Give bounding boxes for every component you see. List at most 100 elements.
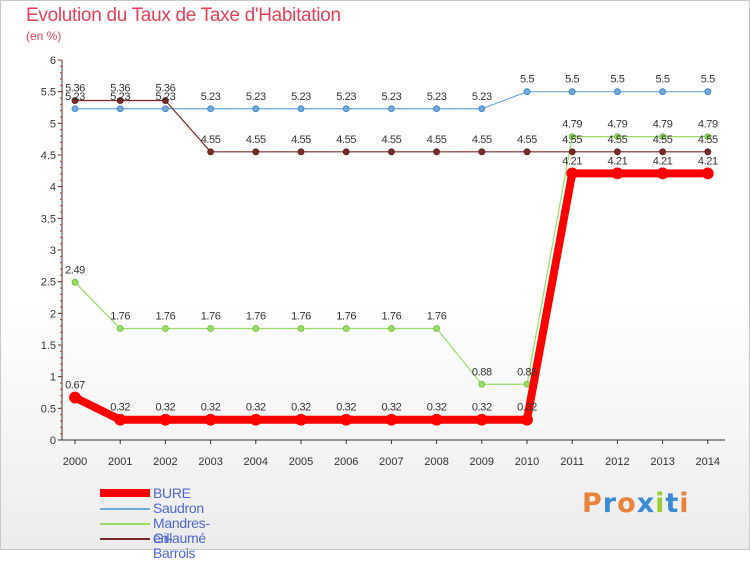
data-label: 4.79 bbox=[607, 119, 627, 131]
data-point bbox=[704, 148, 712, 156]
x-tick-label: 2010 bbox=[515, 456, 539, 468]
x-tick-label: 2009 bbox=[470, 456, 494, 468]
data-label: 4.55 bbox=[336, 134, 356, 146]
data-label: 1.76 bbox=[427, 311, 447, 323]
data-label: 4.55 bbox=[291, 134, 311, 146]
data-label: 1.76 bbox=[110, 311, 130, 323]
data-point bbox=[478, 148, 486, 156]
data-label: 4.55 bbox=[698, 134, 718, 146]
data-point bbox=[568, 148, 576, 156]
data-label: 4.55 bbox=[201, 134, 221, 146]
chart-title: Evolution du Taux de Taxe d'Habitation bbox=[26, 5, 341, 26]
x-tick-label: 2008 bbox=[424, 456, 448, 468]
y-tick-label: 4.5 bbox=[41, 150, 56, 162]
data-point bbox=[207, 105, 215, 113]
data-label: 4.55 bbox=[472, 134, 492, 146]
data-point bbox=[566, 167, 579, 180]
data-point bbox=[116, 325, 124, 332]
data-label: 5.23 bbox=[65, 91, 85, 103]
data-point bbox=[614, 148, 621, 156]
data-label: 2.49 bbox=[65, 264, 85, 276]
y-tick-label: 3.5 bbox=[41, 213, 56, 225]
chart-unit-label: (en %) bbox=[26, 29, 62, 43]
data-point bbox=[207, 325, 215, 332]
data-label: 4.55 bbox=[653, 134, 673, 146]
data-label: 0.88 bbox=[472, 366, 492, 378]
data-point bbox=[387, 325, 395, 332]
legend-label: Gillaumé bbox=[153, 530, 206, 546]
data-point bbox=[568, 88, 576, 96]
data-point bbox=[701, 167, 714, 180]
data-label: 1.76 bbox=[291, 311, 311, 323]
data-label: 0.32 bbox=[291, 402, 311, 414]
y-tick-label: 4 bbox=[50, 182, 56, 194]
data-label: 1.76 bbox=[381, 311, 401, 323]
data-point bbox=[71, 278, 79, 286]
y-tick-label: 5.5 bbox=[41, 87, 56, 99]
data-point bbox=[478, 105, 486, 113]
data-point bbox=[704, 133, 712, 141]
x-tick-label: 2005 bbox=[289, 456, 313, 468]
data-label: 1.76 bbox=[246, 311, 266, 323]
data-point bbox=[297, 148, 305, 156]
y-tick-label: 2.5 bbox=[41, 277, 56, 289]
x-tick-label: 2001 bbox=[108, 456, 132, 468]
data-point bbox=[387, 105, 395, 113]
legend-label: BURE bbox=[153, 485, 191, 501]
data-point bbox=[159, 413, 172, 426]
data-label: 1.76 bbox=[201, 311, 221, 323]
data-label: 5.36 bbox=[110, 83, 130, 95]
data-label: 1.76 bbox=[155, 311, 175, 323]
data-point bbox=[295, 413, 307, 426]
data-point bbox=[340, 413, 353, 426]
data-point bbox=[252, 105, 260, 113]
data-label: 4.55 bbox=[381, 134, 401, 146]
x-tick-label: 2011 bbox=[560, 456, 584, 468]
data-label: 5.23 bbox=[291, 91, 311, 103]
data-point bbox=[342, 105, 350, 113]
x-tick-label: 2002 bbox=[153, 456, 177, 468]
y-tick-label: 0 bbox=[50, 435, 56, 447]
y-tick-label: 2 bbox=[50, 308, 56, 320]
data-label: 5.5 bbox=[565, 74, 579, 86]
data-label: 5.23 bbox=[110, 91, 130, 103]
data-label: 0.32 bbox=[472, 402, 492, 414]
data-label: 5.23 bbox=[427, 91, 447, 103]
data-label: 4.55 bbox=[427, 134, 447, 146]
y-tick-label: 1 bbox=[50, 372, 56, 384]
data-point bbox=[433, 105, 441, 113]
data-label: 5.5 bbox=[520, 74, 534, 86]
data-label: 4.21 bbox=[698, 155, 718, 167]
data-label: 5.36 bbox=[65, 83, 85, 95]
legend-swatch bbox=[100, 508, 150, 510]
y-tick-label: 6 bbox=[50, 55, 56, 67]
data-point bbox=[161, 105, 169, 113]
data-label: 5.5 bbox=[656, 74, 670, 86]
x-tick-label: 2013 bbox=[650, 456, 674, 468]
data-label: 0.67 bbox=[65, 380, 85, 392]
legend-swatch bbox=[100, 523, 150, 525]
data-label: 0.32 bbox=[201, 402, 221, 414]
data-label: 4.21 bbox=[607, 155, 627, 167]
data-label: 4.79 bbox=[698, 119, 718, 131]
data-point bbox=[161, 97, 169, 104]
data-point bbox=[430, 413, 443, 426]
data-point bbox=[252, 325, 260, 332]
data-point bbox=[659, 148, 666, 156]
data-point bbox=[478, 380, 486, 388]
data-point bbox=[71, 105, 79, 113]
data-point bbox=[249, 413, 262, 426]
series-line bbox=[71, 169, 712, 424]
x-tick-label: 2014 bbox=[696, 456, 720, 468]
data-label: 0.32 bbox=[336, 402, 356, 414]
data-label: 5.36 bbox=[155, 83, 175, 95]
data-label: 1.76 bbox=[336, 311, 356, 323]
data-label: 4.79 bbox=[562, 119, 582, 131]
data-point bbox=[433, 325, 441, 332]
data-label: 0.32 bbox=[427, 402, 447, 414]
data-label: 0.32 bbox=[517, 402, 537, 414]
data-point bbox=[114, 413, 127, 426]
data-label: 0.32 bbox=[155, 402, 175, 414]
data-label: 4.55 bbox=[562, 134, 582, 146]
legend-swatch bbox=[100, 489, 150, 497]
